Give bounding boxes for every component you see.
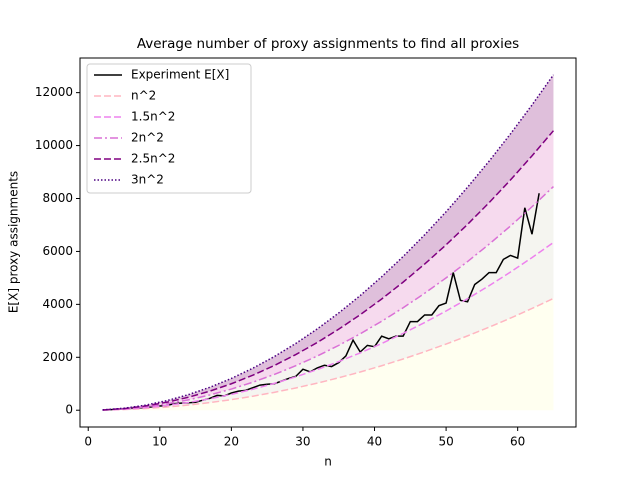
y-tick-label: 10000 xyxy=(35,138,73,152)
x-tick-label: 10 xyxy=(152,435,167,449)
band-fill xyxy=(102,298,554,411)
lines xyxy=(102,74,555,411)
legend-label: 1.5n^2 xyxy=(131,110,175,124)
plot-frame xyxy=(79,57,577,428)
legend-label: n^2 xyxy=(131,89,156,103)
series-line xyxy=(102,186,554,411)
series-line xyxy=(102,297,554,411)
x-tick-label: 0 xyxy=(84,435,92,449)
y-tick-label: 6000 xyxy=(42,244,73,258)
x-tick-label: 40 xyxy=(367,435,382,449)
x-tick-label: 50 xyxy=(438,435,453,449)
y-axis-label: E[X] proxy assignments xyxy=(7,171,21,313)
y-tick-label: 8000 xyxy=(42,191,73,205)
legend: Experiment E[X] n^2 1.5n^2 2n^2 2.5n^2 3n^2 xyxy=(86,63,252,194)
y-tick-label: 0 xyxy=(65,403,73,417)
x-axis-label: n xyxy=(324,455,332,469)
legend-label: 3n^2 xyxy=(131,173,164,187)
legend-label: Experiment E[X] xyxy=(131,68,229,82)
x-tick-label: 60 xyxy=(510,435,525,449)
band-fill xyxy=(102,242,554,411)
series-line xyxy=(102,241,554,411)
legend-label: 2.5n^2 xyxy=(131,152,175,166)
legend-box xyxy=(86,63,252,194)
chart-title: Average number of proxy assignments to f… xyxy=(137,36,519,52)
y-tick-label: 4000 xyxy=(42,297,73,311)
legend-label: 2n^2 xyxy=(131,131,164,145)
series-line xyxy=(102,74,555,411)
y-tick-label: 12000 xyxy=(35,85,73,99)
series-line xyxy=(102,130,555,411)
y-tick-label: 2000 xyxy=(42,350,73,364)
x-tick-label: 30 xyxy=(295,435,310,449)
axes: 0 10 20 30 40 50 60 0 2000 4000 6000 8000 10000 12000 xyxy=(35,85,525,448)
x-tick-label: 20 xyxy=(224,435,239,449)
